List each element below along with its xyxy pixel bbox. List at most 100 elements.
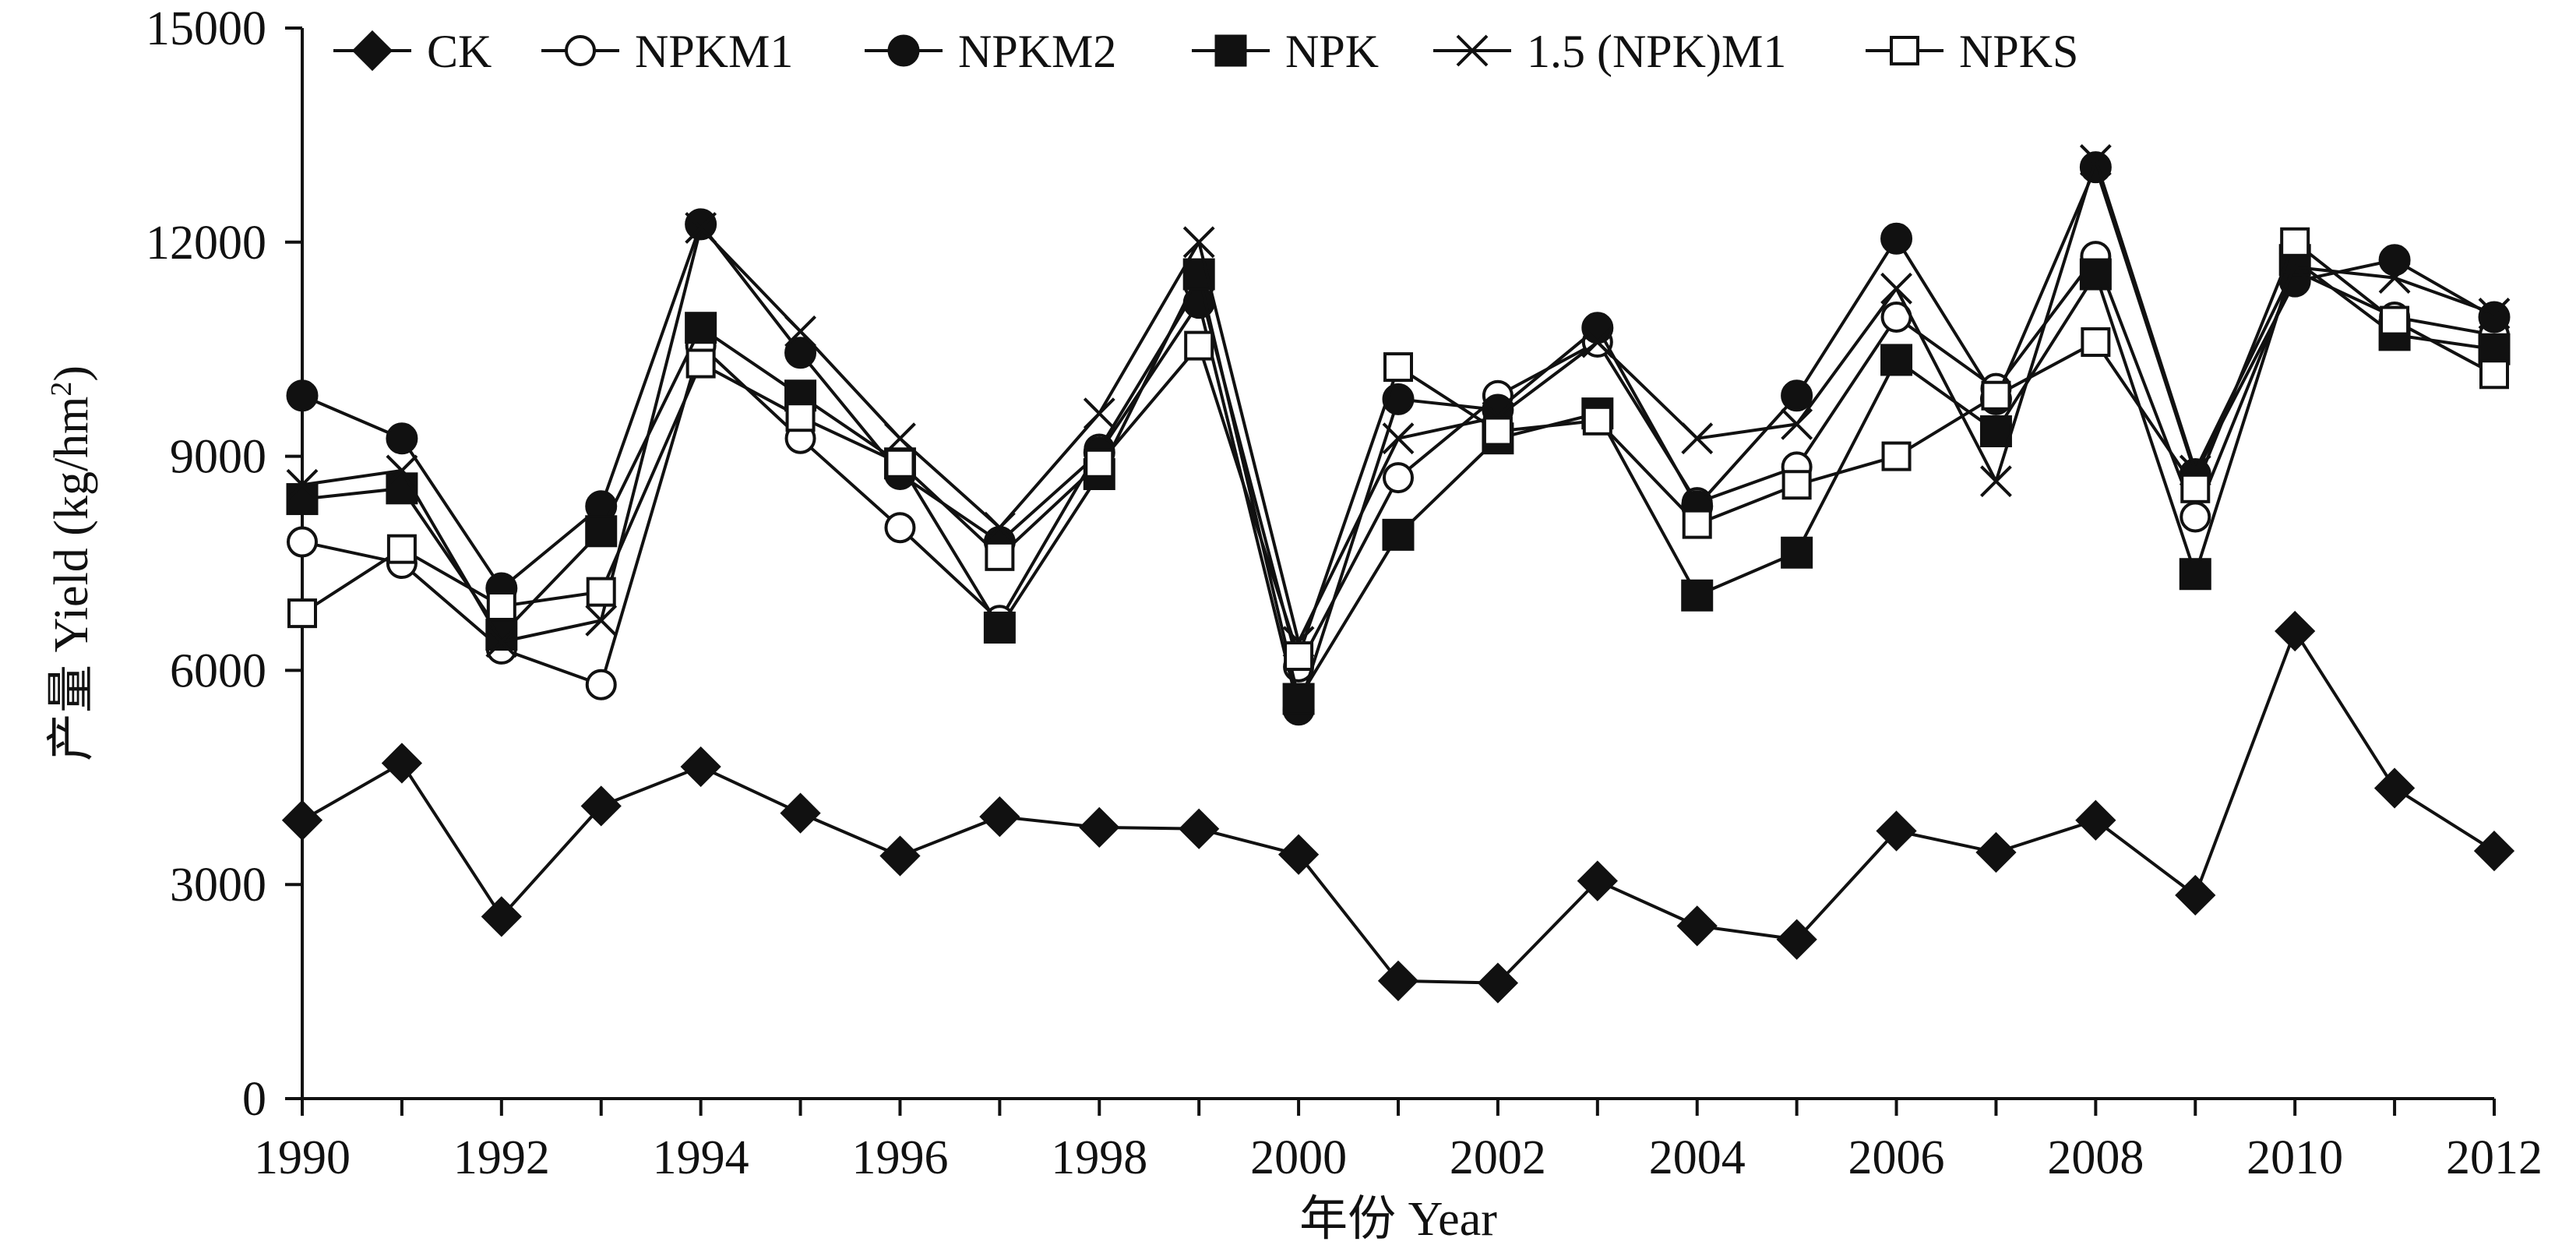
data-point-ck	[481, 896, 522, 937]
data-point-1-5-npk-m1	[2478, 297, 2511, 330]
data-point-npkm1	[884, 512, 916, 544]
x-tick-label: 2008	[2047, 1131, 2144, 1184]
data-point-npks	[1084, 448, 1115, 478]
x-tick-label: 1990	[254, 1131, 351, 1184]
y-axis-label-main: 产量 Yield (kg/hm	[45, 397, 98, 761]
data-point-1-5-npk-m1	[983, 511, 1016, 544]
legend-item-ck: CK	[333, 26, 492, 77]
legend-marker-npkm2	[887, 34, 920, 67]
series-npkm1	[287, 241, 2510, 700]
y-axis-label-superscript: 2	[45, 382, 78, 397]
y-tick-label: 6000	[170, 644, 266, 697]
data-point-1-5-npk-m1	[1182, 226, 1215, 259]
x-tick-label: 2010	[2247, 1131, 2343, 1184]
plot-area	[281, 144, 2515, 1004]
data-point-npk	[983, 611, 1016, 644]
x-tick-label: 2002	[1450, 1131, 1546, 1184]
legend-item-npks: NPKS	[1866, 26, 2078, 77]
data-point-npks	[1881, 441, 1912, 471]
data-point-ck	[879, 835, 921, 877]
legend-label-1-5-npk-m1: 1.5 (NPK)M1	[1527, 26, 1786, 77]
y-tick-label: 0	[242, 1073, 266, 1126]
data-point-npks	[1781, 470, 1812, 500]
x-axis-label: 年份 Year	[1299, 1193, 1497, 1246]
data-point-npkm2	[1581, 312, 1614, 344]
data-point-npks	[486, 591, 516, 621]
legend: CK NPKM1 NPKM2 NPK 1.5 (NPK)M1 NPKS	[333, 26, 2078, 77]
data-point-1-5-npk-m1	[1382, 422, 1415, 455]
y-tick-label: 12000	[146, 217, 266, 270]
data-point-npk	[685, 312, 717, 344]
data-point-1-5-npk-m1	[585, 604, 618, 637]
x-tick-label: 2006	[1848, 1131, 1945, 1184]
data-point-npkm2	[1880, 222, 1913, 255]
data-point-npkm2	[286, 379, 319, 412]
data-point-npks	[885, 448, 915, 478]
y-tick-label: 9000	[170, 431, 266, 484]
y-tick-label: 15000	[146, 2, 266, 55]
data-point-npkm1	[1383, 462, 1414, 494]
data-point-1-5-npk-m1	[1083, 397, 1115, 430]
x-tick-label: 1998	[1051, 1131, 1147, 1184]
legend-label-npks: NPKS	[1959, 26, 2078, 77]
data-point-npks	[386, 534, 417, 564]
legend-item-1-5-npk-m1: 1.5 (NPK)M1	[1433, 26, 1786, 77]
data-point-ck	[1377, 960, 1419, 1001]
y-axis-label: 产量 Yield (kg/hm2)	[45, 365, 98, 761]
data-point-npk	[585, 515, 618, 548]
data-point-npks	[2081, 327, 2111, 358]
data-point-npks	[985, 541, 1015, 571]
data-point-npks	[1682, 509, 1712, 539]
legend-item-npkm1: NPKM1	[541, 26, 793, 77]
legend-label-ck: CK	[427, 26, 492, 77]
data-point-npk	[1182, 258, 1215, 291]
data-point-npk	[286, 483, 319, 516]
data-point-npkm1	[585, 669, 617, 700]
data-point-npk	[2079, 258, 2112, 291]
legend-item-npk: NPK	[1192, 26, 1379, 77]
data-point-npks	[785, 402, 816, 432]
legend-item-npkm2: NPKM2	[865, 26, 1116, 77]
data-point-ck	[1277, 834, 1320, 875]
x-tick-label: 2012	[2446, 1131, 2543, 1184]
data-point-ck	[1975, 831, 2017, 873]
data-point-npkm2	[2478, 301, 2511, 333]
data-point-npk	[2179, 558, 2211, 591]
data-point-npk	[1382, 518, 1415, 551]
legend-label-npk: NPK	[1285, 26, 1379, 77]
data-point-ck	[1079, 806, 1120, 849]
x-tick-label: 1994	[653, 1131, 749, 1184]
data-point-ck	[2473, 831, 2515, 872]
data-point-ck	[1876, 810, 1917, 852]
y-tick-label: 3000	[170, 859, 266, 912]
data-point-1-5-npk-m1	[286, 468, 319, 501]
data-point-ck	[1676, 905, 1718, 947]
data-point-npks	[287, 598, 317, 629]
data-point-ck	[2075, 799, 2116, 841]
data-point-1-5-npk-m1	[1581, 326, 1614, 358]
data-point-ck	[580, 785, 622, 827]
data-point-npk	[1880, 344, 1913, 376]
data-point-1-5-npk-m1	[884, 422, 916, 455]
data-point-npk	[1681, 579, 1714, 612]
data-point-npk	[1979, 415, 2012, 448]
data-point-ck	[2373, 767, 2416, 809]
data-point-npks	[2380, 305, 2410, 336]
data-point-ck	[2275, 610, 2316, 652]
legend-marker-ck	[351, 30, 393, 72]
data-point-npkm1	[2180, 501, 2211, 533]
data-point-ck	[281, 799, 323, 841]
data-point-npk	[1781, 536, 1813, 569]
data-point-npks	[2479, 359, 2509, 390]
legend-marker-1-5-npk-m1	[1456, 34, 1489, 67]
data-point-ck	[1477, 962, 1519, 1004]
legend-marker-npks	[1890, 36, 1919, 65]
data-point-npks	[2280, 227, 2310, 257]
data-point-1-5-npk-m1	[784, 315, 816, 348]
data-point-1-5-npk-m1	[2378, 262, 2411, 295]
data-point-1-5-npk-m1	[1980, 465, 2012, 498]
data-point-1-5-npk-m1	[485, 626, 518, 658]
data-point-npks	[586, 577, 616, 607]
